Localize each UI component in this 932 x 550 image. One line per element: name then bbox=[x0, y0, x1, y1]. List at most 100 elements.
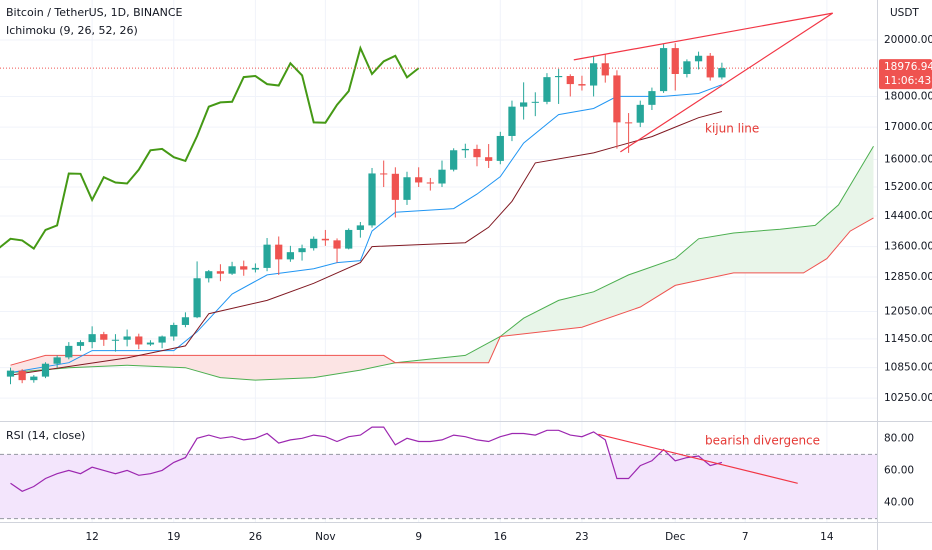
x-tick-label: 26 bbox=[249, 531, 263, 543]
rsi-band bbox=[0, 454, 877, 519]
candle-body bbox=[333, 240, 341, 249]
candle-body bbox=[473, 148, 481, 158]
y-tick-label: 17000.00 bbox=[884, 121, 932, 133]
trendline bbox=[620, 12, 834, 153]
candle-body bbox=[566, 76, 574, 85]
candle-body bbox=[193, 278, 201, 318]
candle-body bbox=[228, 266, 236, 274]
candle-body bbox=[648, 91, 656, 105]
rsi-label: RSI (14, close) bbox=[6, 429, 85, 442]
candle-body bbox=[30, 376, 38, 381]
candles bbox=[6, 43, 726, 385]
candle-body bbox=[683, 61, 691, 74]
x-tick-label: 9 bbox=[415, 531, 422, 543]
y-tick-label: 12050.00 bbox=[884, 305, 932, 317]
candle-body bbox=[601, 63, 609, 76]
candle-body bbox=[485, 157, 493, 161]
candle-body bbox=[263, 244, 271, 268]
senkou-span-b bbox=[10, 217, 874, 366]
candle-body bbox=[438, 169, 446, 184]
indicator-line bbox=[0, 45, 420, 251]
last-price-label: 18976.94 bbox=[884, 61, 932, 73]
candle-body bbox=[694, 55, 703, 62]
y-tick-label: 15200.00 bbox=[884, 181, 932, 193]
candle-body bbox=[205, 271, 213, 279]
candle-body bbox=[146, 342, 155, 345]
candle-body bbox=[18, 370, 26, 381]
y-tick-label: 80.00 bbox=[884, 432, 914, 444]
candle-body bbox=[111, 339, 120, 341]
candle-body bbox=[123, 336, 131, 340]
trendline bbox=[598, 433, 798, 484]
y-tick-label: 10850.00 bbox=[884, 362, 932, 374]
candle-body bbox=[496, 135, 504, 161]
candle-body bbox=[368, 173, 376, 226]
candle-body bbox=[240, 266, 248, 270]
annotation: bearish divergence bbox=[705, 434, 820, 448]
last-price-badge bbox=[879, 59, 932, 90]
candle-body bbox=[76, 342, 85, 346]
candle-body bbox=[624, 122, 633, 124]
candle-body bbox=[543, 77, 551, 102]
candle-body bbox=[356, 225, 364, 230]
rsi-pane bbox=[0, 426, 877, 520]
candle-body bbox=[251, 267, 260, 270]
candle-body bbox=[286, 252, 295, 260]
candle-body bbox=[461, 148, 469, 151]
annotation: kijun line bbox=[705, 122, 759, 136]
grid bbox=[0, 0, 877, 522]
candle-body bbox=[415, 177, 423, 183]
candle-body bbox=[135, 336, 143, 345]
candle-body bbox=[508, 106, 516, 136]
candle-body bbox=[321, 238, 329, 241]
countdown-label: 11:06:43 bbox=[884, 75, 931, 87]
y-tick-label: 18000.00 bbox=[884, 90, 932, 102]
cloud-fill bbox=[10, 146, 874, 381]
candle-body bbox=[589, 63, 598, 86]
x-tick-label: 19 bbox=[167, 531, 180, 543]
y-tick-label: 11450.00 bbox=[884, 333, 932, 345]
ichimoku-cloud bbox=[10, 146, 874, 381]
x-tick-label: 7 bbox=[742, 531, 749, 543]
y-tick-label: 60.00 bbox=[884, 464, 914, 476]
candle-body bbox=[520, 102, 528, 107]
y-tick-label: 20000.00 bbox=[884, 34, 932, 46]
plot-layers bbox=[0, 0, 877, 522]
candle-body bbox=[158, 336, 166, 343]
candle-body bbox=[170, 324, 178, 337]
candle-body bbox=[298, 248, 306, 253]
ichimoku-lines bbox=[0, 45, 723, 376]
candle-body bbox=[310, 238, 318, 249]
candle-body bbox=[403, 177, 411, 200]
currency-label: USDT bbox=[890, 7, 919, 19]
trendline bbox=[573, 12, 833, 61]
candle-body bbox=[391, 173, 399, 200]
candle-body bbox=[426, 182, 434, 184]
candle-body bbox=[6, 370, 15, 377]
x-tick-label: 23 bbox=[575, 531, 588, 543]
y-tick-label: 16000.00 bbox=[884, 154, 932, 166]
candle-body bbox=[380, 173, 388, 175]
candle-body bbox=[671, 48, 679, 74]
y-tick-label: 14400.00 bbox=[884, 210, 932, 222]
candle-body bbox=[345, 229, 353, 249]
indicator-label: Ichimoku (9, 26, 52, 26) bbox=[6, 24, 138, 37]
x-tick-label: 12 bbox=[85, 531, 98, 543]
y-tick-label: 10250.00 bbox=[884, 392, 932, 404]
y-tick-label: 12850.00 bbox=[884, 271, 932, 283]
candle-body bbox=[555, 76, 563, 78]
senkou-span-a bbox=[10, 146, 874, 381]
candle-body bbox=[41, 363, 50, 377]
x-tick-label: 16 bbox=[494, 531, 508, 543]
x-tick-label: Nov bbox=[315, 531, 336, 543]
candle-body bbox=[65, 345, 73, 358]
candle-body bbox=[659, 48, 668, 92]
indicator-line bbox=[10, 111, 723, 376]
candle-body bbox=[706, 55, 714, 78]
indicator-line bbox=[10, 84, 723, 374]
candle-body bbox=[53, 357, 61, 364]
y-tick-label: 40.00 bbox=[884, 497, 914, 509]
candle-body bbox=[275, 244, 283, 260]
candle-body bbox=[181, 317, 190, 325]
